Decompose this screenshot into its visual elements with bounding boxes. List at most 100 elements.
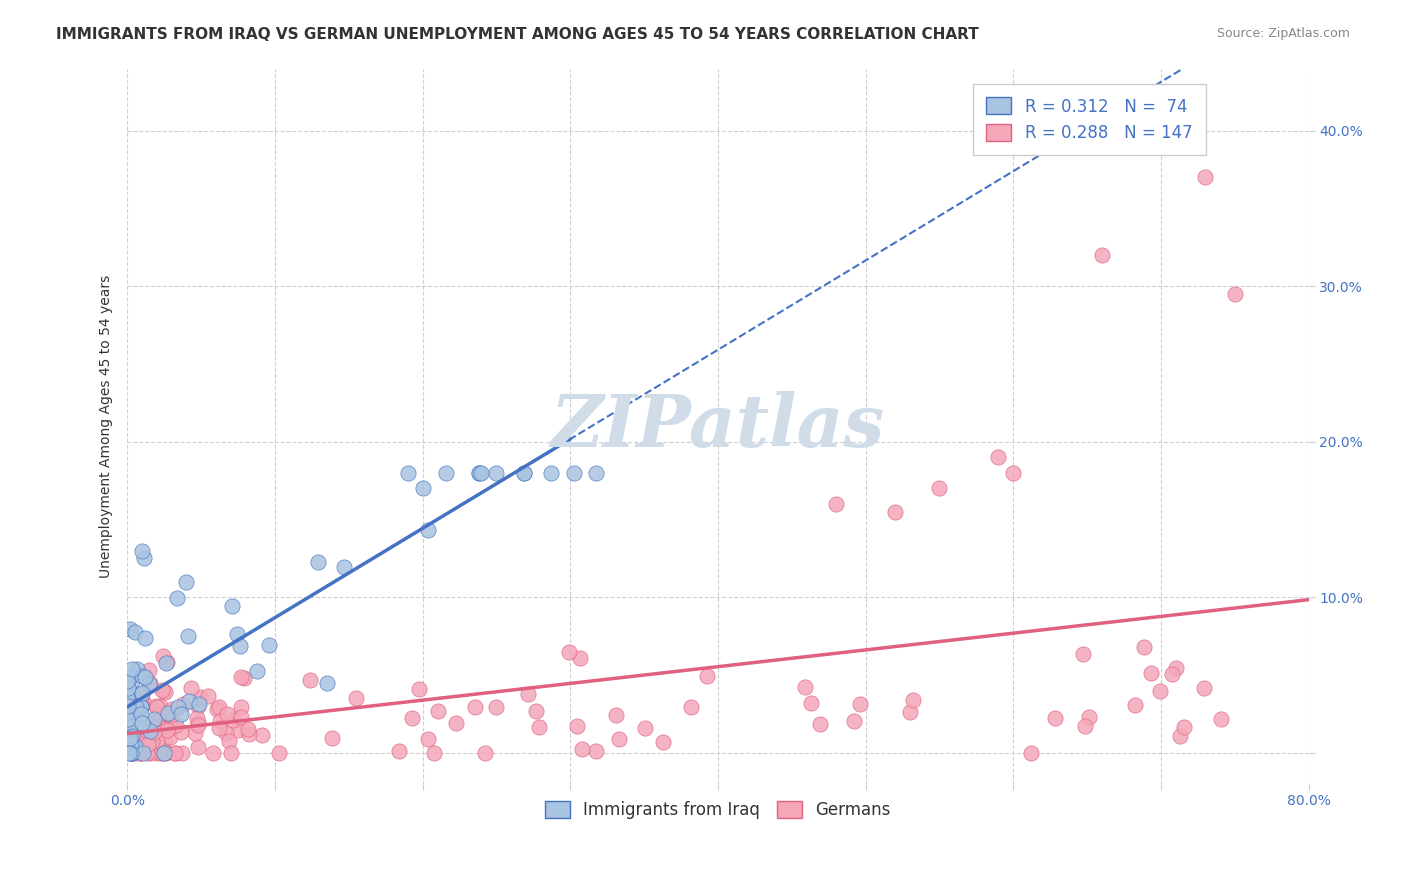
Point (131, 715, 153, 730)
Point (128, 714, 150, 728)
Point (146, 746, 169, 760)
Point (152, 648, 174, 663)
Point (121, 746, 143, 760)
Point (131, 543, 153, 558)
Point (141, 744, 163, 758)
Point (141, 716, 163, 731)
Point (125, 733, 148, 747)
Point (131, 746, 153, 760)
Point (125, 699, 148, 714)
Point (143, 724, 166, 739)
Point (121, 673, 143, 688)
Point (236, 722, 259, 736)
Point (215, 707, 238, 722)
Point (121, 746, 143, 760)
Point (118, 670, 141, 684)
Point (149, 699, 172, 714)
Point (434, 466, 457, 480)
Point (344, 691, 367, 706)
Point (388, 743, 411, 757)
Point (188, 698, 211, 712)
Point (585, 744, 607, 758)
Point (120, 622, 142, 636)
Point (1166, 661, 1188, 675)
Point (142, 712, 165, 726)
Point (146, 734, 169, 748)
Point (134, 631, 156, 645)
Point (901, 693, 924, 707)
Point (1123, 698, 1146, 712)
Point (122, 719, 145, 733)
Point (146, 736, 169, 750)
Point (139, 724, 162, 739)
Point (188, 690, 211, 704)
Point (232, 671, 254, 685)
Point (138, 677, 160, 691)
Text: Source: ZipAtlas.com: Source: ZipAtlas.com (1216, 27, 1350, 40)
Point (132, 719, 155, 733)
Point (156, 710, 179, 724)
Point (184, 726, 207, 740)
Point (238, 727, 260, 741)
Point (246, 664, 269, 678)
Point (800, 696, 823, 710)
Point (485, 466, 508, 480)
Point (412, 482, 434, 496)
Point (607, 731, 630, 746)
Point (117, 694, 139, 708)
Point (131, 739, 153, 753)
Point (1077, 710, 1099, 724)
Point (474, 746, 496, 760)
Point (250, 728, 273, 742)
Point (316, 676, 339, 690)
Point (149, 725, 172, 739)
Point (467, 466, 489, 480)
Point (141, 733, 163, 747)
Point (153, 684, 176, 698)
Point (165, 746, 187, 760)
Point (117, 674, 139, 689)
Point (218, 734, 240, 748)
Point (136, 725, 159, 739)
Point (1168, 729, 1191, 743)
Text: IMMIGRANTS FROM IRAQ VS GERMAN UNEMPLOYMENT AMONG AGES 45 TO 54 YEARS CORRELATIO: IMMIGRANTS FROM IRAQ VS GERMAN UNEMPLOYM… (56, 27, 979, 42)
Point (333, 559, 356, 574)
Point (1223, 287, 1246, 301)
Point (517, 687, 540, 701)
Point (129, 696, 152, 710)
Point (122, 731, 145, 746)
Point (928, 481, 950, 495)
Point (169, 724, 191, 739)
Point (634, 721, 657, 735)
Point (132, 726, 155, 740)
Point (150, 746, 173, 760)
Point (219, 746, 242, 760)
Point (128, 701, 150, 715)
Point (117, 698, 139, 713)
Point (571, 742, 593, 756)
Point (849, 697, 872, 711)
Point (165, 718, 187, 732)
Point (898, 705, 921, 719)
Point (321, 731, 343, 745)
Point (153, 746, 176, 760)
Point (127, 662, 149, 676)
Point (156, 723, 179, 737)
Point (884, 505, 907, 519)
Point (118, 720, 141, 734)
Point (568, 651, 591, 665)
Point (1019, 746, 1042, 760)
Point (524, 704, 547, 718)
Point (138, 746, 160, 760)
Point (128, 729, 150, 743)
Point (842, 714, 865, 728)
Point (148, 706, 170, 721)
Point (468, 466, 491, 480)
Point (169, 706, 191, 721)
Point (808, 717, 831, 731)
Point (121, 662, 143, 676)
Point (201, 746, 224, 760)
Point (423, 746, 446, 760)
Point (120, 692, 142, 706)
Point (176, 574, 198, 589)
